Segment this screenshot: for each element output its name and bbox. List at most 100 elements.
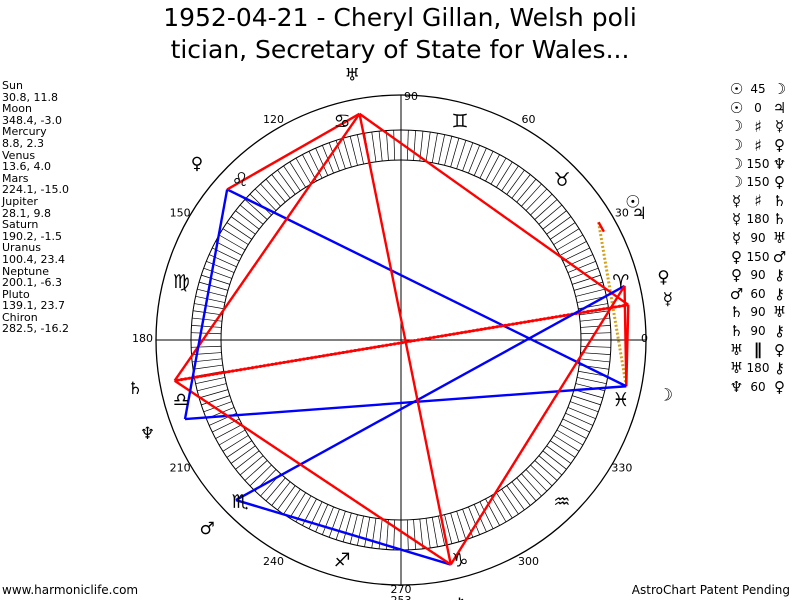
degree-tick xyxy=(530,193,553,216)
aspect-symbol: 0 xyxy=(754,100,762,115)
degree-tick xyxy=(349,136,358,166)
degree-label: 120 xyxy=(263,113,284,126)
degree-tick xyxy=(254,188,277,211)
aspect-symbol: 150 xyxy=(746,156,770,171)
degree-tick xyxy=(222,435,249,452)
degree-tick xyxy=(575,383,605,392)
degree-tick xyxy=(572,395,601,406)
aspect-symbol: 60 xyxy=(750,286,766,301)
planet-coords-uranus: 100.4, 23.4 xyxy=(2,252,65,266)
aspect-list: ☉ 45 ☽ ☉ 0 ♃ ☽ ♯ ☿ ☽ ♯ ♀ ☽ 150 ♆ ☽ 150 ♀ ☿ ♯ ♄ ☿ 180 ♄ ☿ 90 ♅ ♀ 150 ♂… xyxy=(728,80,788,396)
degree-tick xyxy=(218,234,246,251)
aspect-planet-2: ♄ xyxy=(772,210,787,229)
aspect-planet-1: ♅ xyxy=(729,359,744,378)
planet-coords-mars: 224.1, -15.0 xyxy=(2,183,69,197)
degree-label: 60 xyxy=(522,113,536,126)
aspect-planet-2: ♀ xyxy=(774,340,785,359)
degree-tick xyxy=(295,495,312,523)
degree-tick xyxy=(525,469,548,492)
planet-name-mars: Mars xyxy=(2,171,29,185)
degree-tick xyxy=(244,460,268,481)
zodiac-sign-4: ♋ xyxy=(334,110,351,132)
degree-tick xyxy=(271,481,291,506)
aspect-planet-2: ☽ xyxy=(772,80,787,99)
degree-tick xyxy=(419,518,424,549)
planet-glyph-neptune: ♆ xyxy=(140,424,155,444)
degree-tick xyxy=(530,464,553,487)
aspect-line xyxy=(184,385,627,421)
degree-tick xyxy=(378,131,383,162)
degree-tick xyxy=(456,511,467,540)
zodiac-sign-10: ♑ xyxy=(451,550,468,572)
degree-tick xyxy=(194,303,224,310)
aspect-planet-2: ⚷ xyxy=(774,322,785,341)
degree-tick xyxy=(565,254,593,268)
aspect-line xyxy=(597,221,605,233)
zodiac-sign-8: ♏ xyxy=(232,491,249,513)
degree-tick xyxy=(542,450,567,470)
degree-tick xyxy=(308,151,323,179)
degree-tick xyxy=(444,514,453,544)
aspect-symbol: ♯ xyxy=(754,135,762,155)
chart-axes xyxy=(156,95,646,585)
aspect-planet-2: ♄ xyxy=(772,191,787,210)
zodiac-sign-11: ♒ xyxy=(553,491,570,513)
aspect-planet-1: ♀ xyxy=(731,266,742,285)
aspect-line xyxy=(173,113,361,382)
degree-label-0: 0 xyxy=(641,332,648,345)
planet-coords-jupiter: 28.1, 9.8 xyxy=(2,206,51,220)
degree-tick xyxy=(567,407,596,419)
degree-tick xyxy=(456,140,467,169)
planet-coords-sun: 30.8, 11.8 xyxy=(2,90,58,104)
degree-tick xyxy=(579,310,610,316)
aspect-planet-2: ☿ xyxy=(774,117,785,136)
aspect-planet-1: ☉ xyxy=(729,80,744,99)
degree-tick xyxy=(239,455,264,476)
degree-tick xyxy=(226,222,252,240)
degree-tick xyxy=(413,519,416,550)
degree-tick xyxy=(501,489,519,515)
degree-tick xyxy=(356,515,364,546)
aspect-planet-1: ♄ xyxy=(729,303,744,322)
planet-name-saturn: Saturn xyxy=(2,218,39,232)
degree-tick xyxy=(462,142,474,171)
aspect-row: ♅ 180 ⚷ xyxy=(728,359,788,378)
zodiac-sign-1: ♈ xyxy=(612,271,629,293)
aspect-planet-2: ♅ xyxy=(772,229,787,248)
degree-tick xyxy=(308,501,323,529)
degree-tick xyxy=(295,157,312,185)
aspect-symbol: 60 xyxy=(750,379,766,394)
aspect-symbol: 180 xyxy=(746,212,770,227)
zodiac-sign-2: ♉ xyxy=(553,169,570,191)
degree-tick xyxy=(479,151,494,179)
degree-tick xyxy=(438,134,446,165)
degree-tick xyxy=(534,460,558,481)
degree-tick xyxy=(393,519,396,550)
degree-tick xyxy=(550,222,576,240)
degree-tick xyxy=(444,136,453,166)
degree-tick xyxy=(230,445,256,464)
planet-coords-chiron: 282.5, -16.2 xyxy=(2,322,69,336)
aspect-row: ♆ 60 ♀ xyxy=(728,378,788,397)
aspect-planet-1: ☿ xyxy=(731,210,742,229)
degree-tick xyxy=(496,492,513,519)
degree-tick xyxy=(195,377,226,385)
degree-tick xyxy=(425,518,431,549)
degree-tick xyxy=(562,418,590,433)
degree-labels: 30 60 120 150 210 240 300 330 0 180 90 270253 xyxy=(132,90,648,600)
aspect-symbol: ♯ xyxy=(754,116,762,136)
degree-tick xyxy=(575,288,605,297)
planet-glyph-uranus: ♅ xyxy=(345,65,360,85)
degree-tick xyxy=(556,234,584,251)
degree-tick xyxy=(386,130,389,161)
planet-glyph-jupiter: ♃ xyxy=(632,204,647,224)
degree-tick xyxy=(516,178,537,203)
aspect-line xyxy=(449,285,626,566)
degree-tick xyxy=(542,210,567,230)
planet-glyphs: ☉☽☿♀♂♃♄♅♆♀⚷ xyxy=(128,65,673,600)
degree-tick xyxy=(342,512,352,542)
zodiac-sign-3: ♊ xyxy=(451,110,468,132)
aspect-planet-1: ☽ xyxy=(729,136,744,155)
degree-tick xyxy=(265,477,286,502)
degree-tick xyxy=(271,174,291,199)
